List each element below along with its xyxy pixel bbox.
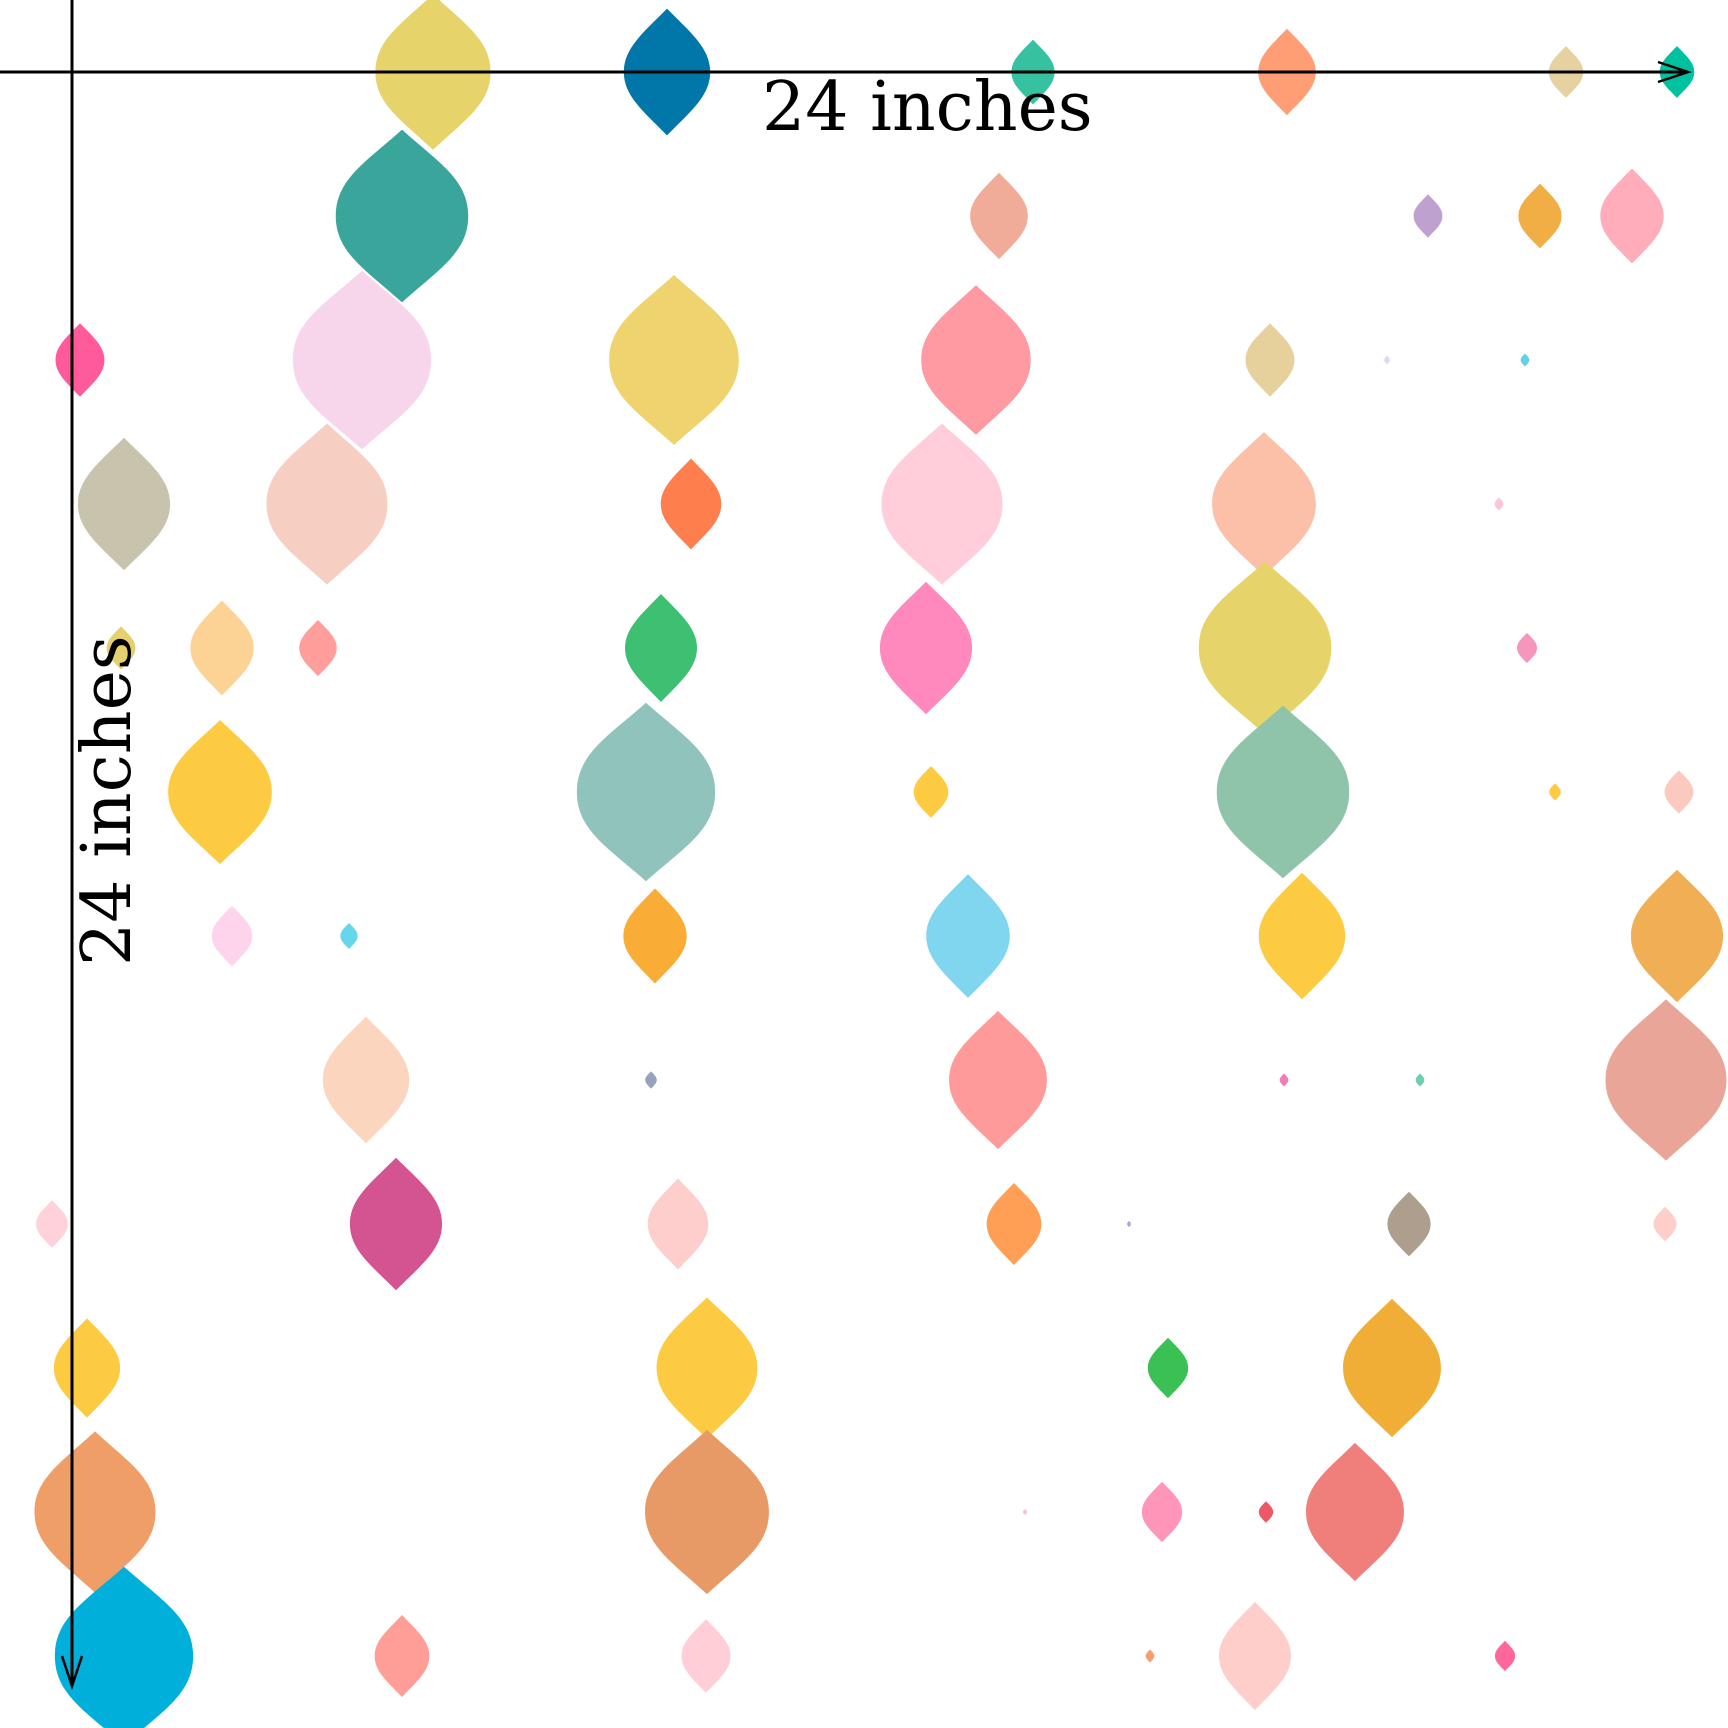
paper-circle-55 xyxy=(1387,1191,1431,1257)
paper-circle-18 xyxy=(1520,353,1530,367)
paper-circle-68 xyxy=(374,1614,430,1698)
paper-circle-10 xyxy=(1518,183,1562,249)
paper-circle-1 xyxy=(375,0,491,150)
paper-circle-8 xyxy=(970,172,1028,260)
paper-circle-52 xyxy=(647,1178,709,1270)
paper-circle-45 xyxy=(645,1071,657,1089)
paper-circle-46 xyxy=(949,1010,1047,1150)
paper-circle-17 xyxy=(1384,355,1390,365)
paper-circle-9 xyxy=(1413,194,1443,238)
paper-circle-7 xyxy=(335,129,469,303)
paper-circle-58 xyxy=(656,1297,758,1439)
paper-circle-67 xyxy=(54,1566,194,1728)
paper-circle-30 xyxy=(1198,561,1332,735)
paper-circle-70 xyxy=(1145,1649,1155,1663)
paper-circle-35 xyxy=(1216,705,1350,879)
paper-circle-69 xyxy=(681,1619,731,1693)
paper-circle-19 xyxy=(77,437,171,571)
paper-circle-47 xyxy=(1279,1073,1289,1087)
width-arrow-icon xyxy=(1657,60,1692,84)
paper-circle-62 xyxy=(645,1429,769,1595)
height-arrow-icon xyxy=(60,1655,84,1690)
paper-circle-20 xyxy=(266,423,388,585)
width-label: 24 inches xyxy=(762,68,1093,147)
paper-circle-51 xyxy=(349,1157,443,1291)
paper-circle-56 xyxy=(1653,1206,1677,1242)
paper-circle-72 xyxy=(1494,1640,1516,1672)
paper-circle-41 xyxy=(926,874,1010,998)
paper-circle-12 xyxy=(55,323,105,397)
paper-circle-60 xyxy=(1343,1298,1441,1438)
paper-circle-71 xyxy=(1219,1602,1291,1710)
paper-circle-40 xyxy=(623,888,687,984)
paper-circle-22 xyxy=(881,423,1003,585)
paper-circle-25 xyxy=(106,626,136,670)
paper-circle-66 xyxy=(1306,1442,1404,1582)
paper-circle-43 xyxy=(1630,869,1724,1003)
paper-circle-29 xyxy=(879,581,973,715)
paper-circle-44 xyxy=(322,1016,410,1144)
paper-circle-31 xyxy=(1516,632,1538,664)
paper-circle-36 xyxy=(1549,783,1561,801)
paper-circle-54 xyxy=(1127,1221,1131,1227)
paper-circle-57 xyxy=(53,1318,121,1418)
paper-circle-61 xyxy=(34,1431,156,1593)
paper-circle-15 xyxy=(921,285,1031,435)
paper-circle-11 xyxy=(1600,168,1664,264)
height-label: 24 inches xyxy=(68,635,147,966)
paper-circle-37 xyxy=(1664,770,1694,814)
shapes-layer xyxy=(34,0,1727,1728)
paper-circle-48 xyxy=(1415,1073,1425,1087)
paper-circle-28 xyxy=(625,594,697,702)
paper-circle-34 xyxy=(913,766,949,818)
paper-circle-21 xyxy=(660,458,722,550)
paper-circle-38 xyxy=(211,905,253,967)
paper-circle-13 xyxy=(292,270,432,450)
paper-circle-26 xyxy=(190,600,254,696)
paper-circle-50 xyxy=(36,1200,68,1248)
paper-circle-53 xyxy=(986,1182,1042,1266)
paper-circle-63 xyxy=(1023,1509,1027,1515)
paper-circle-14 xyxy=(609,275,739,445)
paper-circle-59 xyxy=(1147,1337,1189,1399)
paper-circle-27 xyxy=(299,619,337,677)
paper-circle-23 xyxy=(1212,432,1316,576)
paper-circle-49 xyxy=(1605,999,1727,1161)
paper-circle-42 xyxy=(1258,872,1346,1000)
paper-circle-65 xyxy=(1258,1501,1274,1523)
paper-circle-16 xyxy=(1245,323,1295,397)
paper-circle-24 xyxy=(1494,497,1504,511)
paper-circle-64 xyxy=(1141,1481,1183,1543)
paper-circle-39 xyxy=(340,923,358,949)
paper-circle-32 xyxy=(168,720,272,864)
paper-circle-33 xyxy=(576,702,716,882)
